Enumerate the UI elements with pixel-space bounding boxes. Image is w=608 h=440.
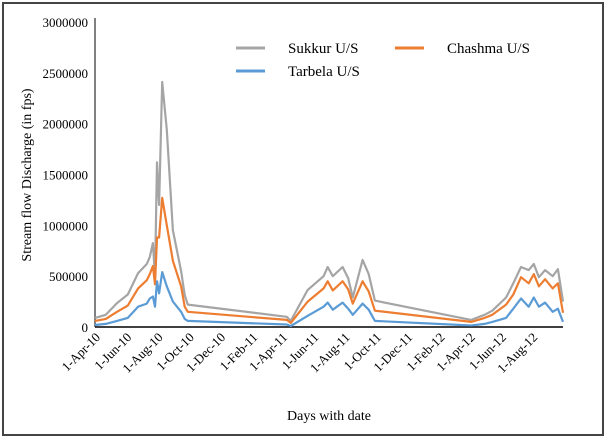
y-tick-label: 1500000	[43, 168, 89, 183]
y-tick-label: 0	[82, 320, 89, 335]
legend-label: Chashma U/S	[447, 41, 530, 57]
legend: Sukkur U/S Chashma U/S Tarbela U/S	[236, 41, 530, 80]
chart-frame	[2, 2, 604, 436]
y-tick-label: 2500000	[43, 66, 89, 81]
y-tick-label: 1000000	[43, 218, 89, 233]
series-line-sukkur-u-s	[94, 80, 565, 322]
x-axis-title: Days with date	[287, 409, 371, 424]
y-axis-title: Stream flow Discharge (in fps)	[20, 88, 35, 261]
y-tick-label: 500000	[49, 269, 88, 284]
series-line-tarbela-u-s	[94, 271, 565, 328]
y-tick-label: 3000000	[43, 15, 89, 30]
legend-label: Sukkur U/S	[288, 41, 358, 57]
y-tick-label: 2000000	[43, 117, 89, 132]
series-line-chashma-u-s	[94, 196, 565, 324]
legend-label: Tarbela U/S	[288, 64, 360, 80]
